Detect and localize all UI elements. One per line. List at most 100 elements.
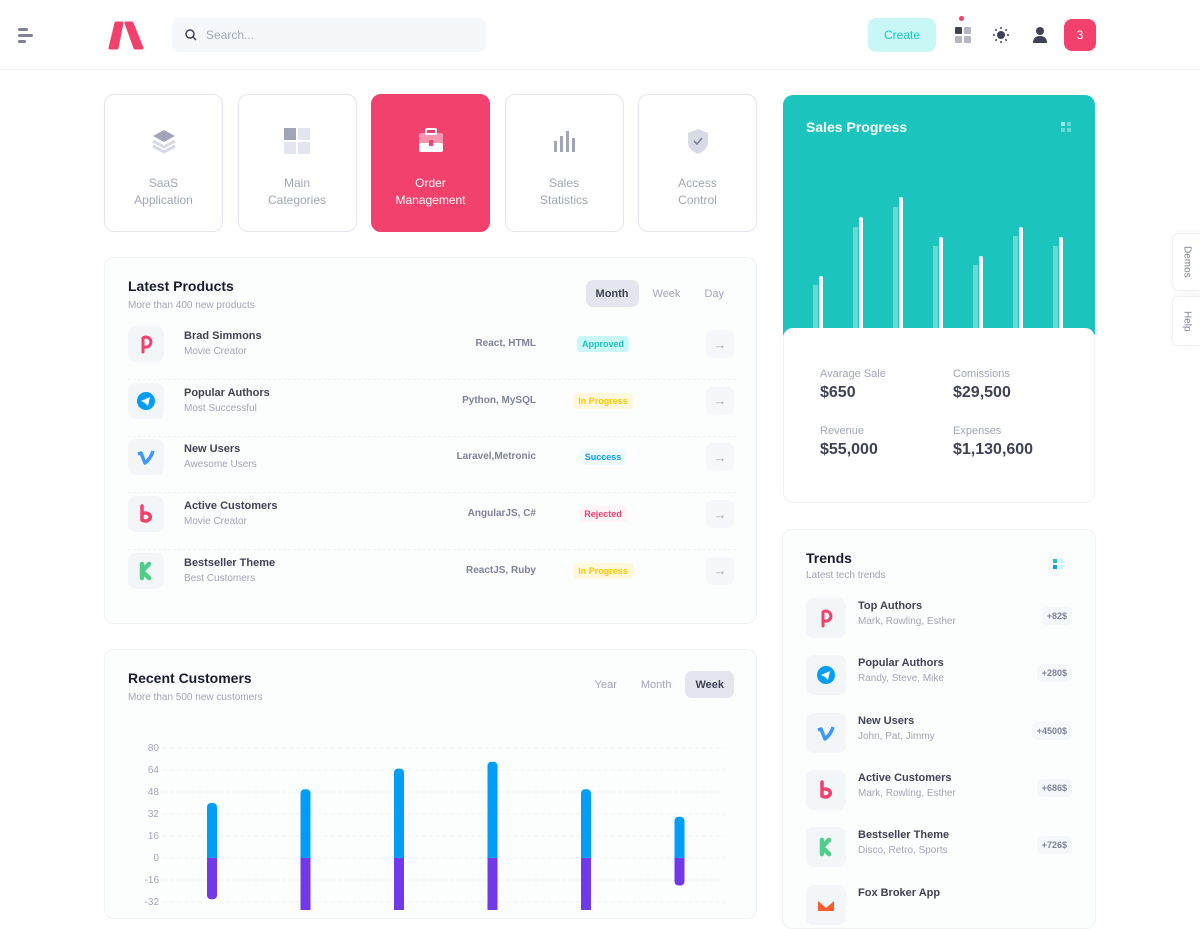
- trend-name[interactable]: New Users: [858, 714, 915, 727]
- sales-stats: Avarage Sale $650 Comissions $29,500 Revenue…: [783, 328, 1095, 503]
- stat-label: Expenses: [953, 425, 1002, 437]
- card-title: Trends: [806, 550, 852, 566]
- status-badge: Approved: [576, 336, 630, 352]
- trend-row: New Users John, Pat, Jimmy +4500$: [806, 712, 1072, 753]
- period-tabs: Month Week Day: [585, 280, 734, 307]
- period-tabs: Year Month Week: [585, 671, 734, 698]
- trend-name[interactable]: Top Authors: [858, 600, 923, 612]
- product-subtitle: Movie Creator: [184, 346, 247, 357]
- header: Search... Create 3: [0, 0, 1200, 70]
- trend-name[interactable]: Bestseller Theme: [858, 829, 950, 842]
- trend-value: +4500$: [1031, 721, 1072, 740]
- bar-joint: [487, 854, 498, 858]
- bar-joint: [394, 854, 404, 858]
- stat-item: Comissions $29,500: [953, 368, 1011, 402]
- card-title: Sales Progress: [806, 119, 908, 135]
- trend-value: +82$: [1041, 607, 1072, 625]
- trend-subtitle: Mark, Rowling, Esther: [858, 616, 956, 627]
- bar-light: [1053, 246, 1058, 335]
- tab-week[interactable]: Week: [685, 671, 734, 698]
- menu-toggle-icon[interactable]: [18, 28, 33, 46]
- tile-label: Categories: [267, 193, 327, 207]
- product-name[interactable]: Popular Authors: [184, 386, 270, 399]
- tile-label: Main: [283, 176, 310, 190]
- bar-light: [973, 265, 978, 335]
- status-badge: Success: [579, 449, 627, 466]
- trend-subtitle: Disco, Retro, Sports: [858, 845, 948, 857]
- recent-customers-chart: 80 64 48 32 16 0 -16 -32: [145, 743, 725, 910]
- bar-series-2: [300, 858, 311, 910]
- tile-label: Access: [678, 176, 717, 190]
- layers-icon: [150, 127, 178, 157]
- search-icon: [185, 29, 197, 41]
- bar-series-1: [207, 803, 217, 858]
- user-icon[interactable]: [1031, 26, 1049, 44]
- y-tick-label: -16: [145, 875, 160, 886]
- tile-label: Statistics: [539, 193, 588, 207]
- product-subtitle: Most Successful: [184, 402, 257, 414]
- trend-name[interactable]: Active Customers: [858, 771, 952, 784]
- y-tick-label: 16: [148, 831, 160, 842]
- tab-week[interactable]: Week: [652, 287, 681, 300]
- search-input[interactable]: Search...: [172, 18, 486, 52]
- bebo-icon: [806, 769, 846, 810]
- bar-series-1: [487, 761, 498, 858]
- trends-card: Trends Latest tech trends Top Authors Ma…: [782, 529, 1096, 929]
- create-button[interactable]: Create: [868, 18, 936, 52]
- bar-light: [933, 246, 938, 335]
- trend-name[interactable]: Popular Authors: [858, 657, 944, 670]
- stat-label: Comissions: [953, 368, 1010, 380]
- tab-day[interactable]: Day: [704, 287, 724, 300]
- bar-series-2: [674, 858, 685, 886]
- tile-control[interactable]: Access Control: [638, 94, 757, 232]
- vimeo-icon: [806, 712, 846, 753]
- y-tick-label: 48: [148, 787, 160, 798]
- demos-tab[interactable]: Demos: [1172, 233, 1200, 291]
- bar-series-1: [581, 789, 591, 858]
- trend-name[interactable]: Fox Broker App: [858, 886, 941, 899]
- arrow-right-button[interactable]: →: [706, 443, 734, 472]
- bar-series-1: [300, 789, 311, 858]
- arrow-right-button[interactable]: →: [706, 330, 734, 358]
- bar-light: [813, 285, 818, 335]
- notifications-button[interactable]: 3: [1064, 19, 1096, 51]
- product-name[interactable]: Brad Simmons: [184, 330, 262, 342]
- bar-chart-icon: [550, 127, 578, 157]
- trend-value: +686$: [1036, 778, 1072, 797]
- tile-label: Application: [134, 193, 193, 207]
- latest-products-card: Latest Products More than 400 new produc…: [104, 257, 757, 624]
- bar-joint: [300, 854, 311, 858]
- shield-check-icon: [684, 127, 712, 157]
- tile-management[interactable]: Order Management: [371, 94, 490, 232]
- arrow-right-button[interactable]: →: [706, 500, 734, 529]
- tab-year[interactable]: Year: [594, 678, 617, 691]
- tab-month[interactable]: Month: [585, 280, 639, 307]
- sales-progress-card: Sales Progress: [783, 95, 1095, 335]
- tile-categories[interactable]: Main Categories: [237, 94, 357, 232]
- bar-joint: [581, 858, 591, 862]
- bar-series-1: [394, 768, 404, 858]
- sun-icon[interactable]: [992, 26, 1010, 44]
- gitlab-icon: [806, 884, 846, 925]
- more-menu-icon[interactable]: [1060, 121, 1072, 133]
- stat-value: $55,000: [820, 441, 878, 458]
- product-name[interactable]: New Users: [184, 443, 241, 456]
- tile-statistics[interactable]: Sales Statistics: [504, 94, 624, 232]
- product-name[interactable]: Bestseller Theme: [184, 556, 276, 569]
- apps-grid-icon[interactable]: [954, 26, 972, 44]
- stat-value: $650: [820, 384, 856, 401]
- trend-row: Active Customers Mark, Rowling, Esther +…: [806, 769, 1072, 810]
- tab-month[interactable]: Month: [640, 678, 672, 691]
- y-tick-label: -32: [145, 897, 160, 908]
- tile-application[interactable]: SaaS Application: [104, 94, 223, 232]
- bar-joint: [207, 854, 217, 858]
- arrow-right-button[interactable]: →: [706, 386, 734, 415]
- logo[interactable]: [106, 20, 144, 50]
- help-tab[interactable]: Help: [1172, 296, 1200, 346]
- arrow-right-button[interactable]: →: [706, 556, 734, 585]
- more-menu-icon[interactable]: [1052, 558, 1064, 570]
- product-name[interactable]: Active Customers: [184, 500, 278, 513]
- tile-label: Order: [415, 176, 446, 190]
- bar-joint: [487, 858, 498, 862]
- card-subtitle: More than 400 new products: [128, 300, 255, 311]
